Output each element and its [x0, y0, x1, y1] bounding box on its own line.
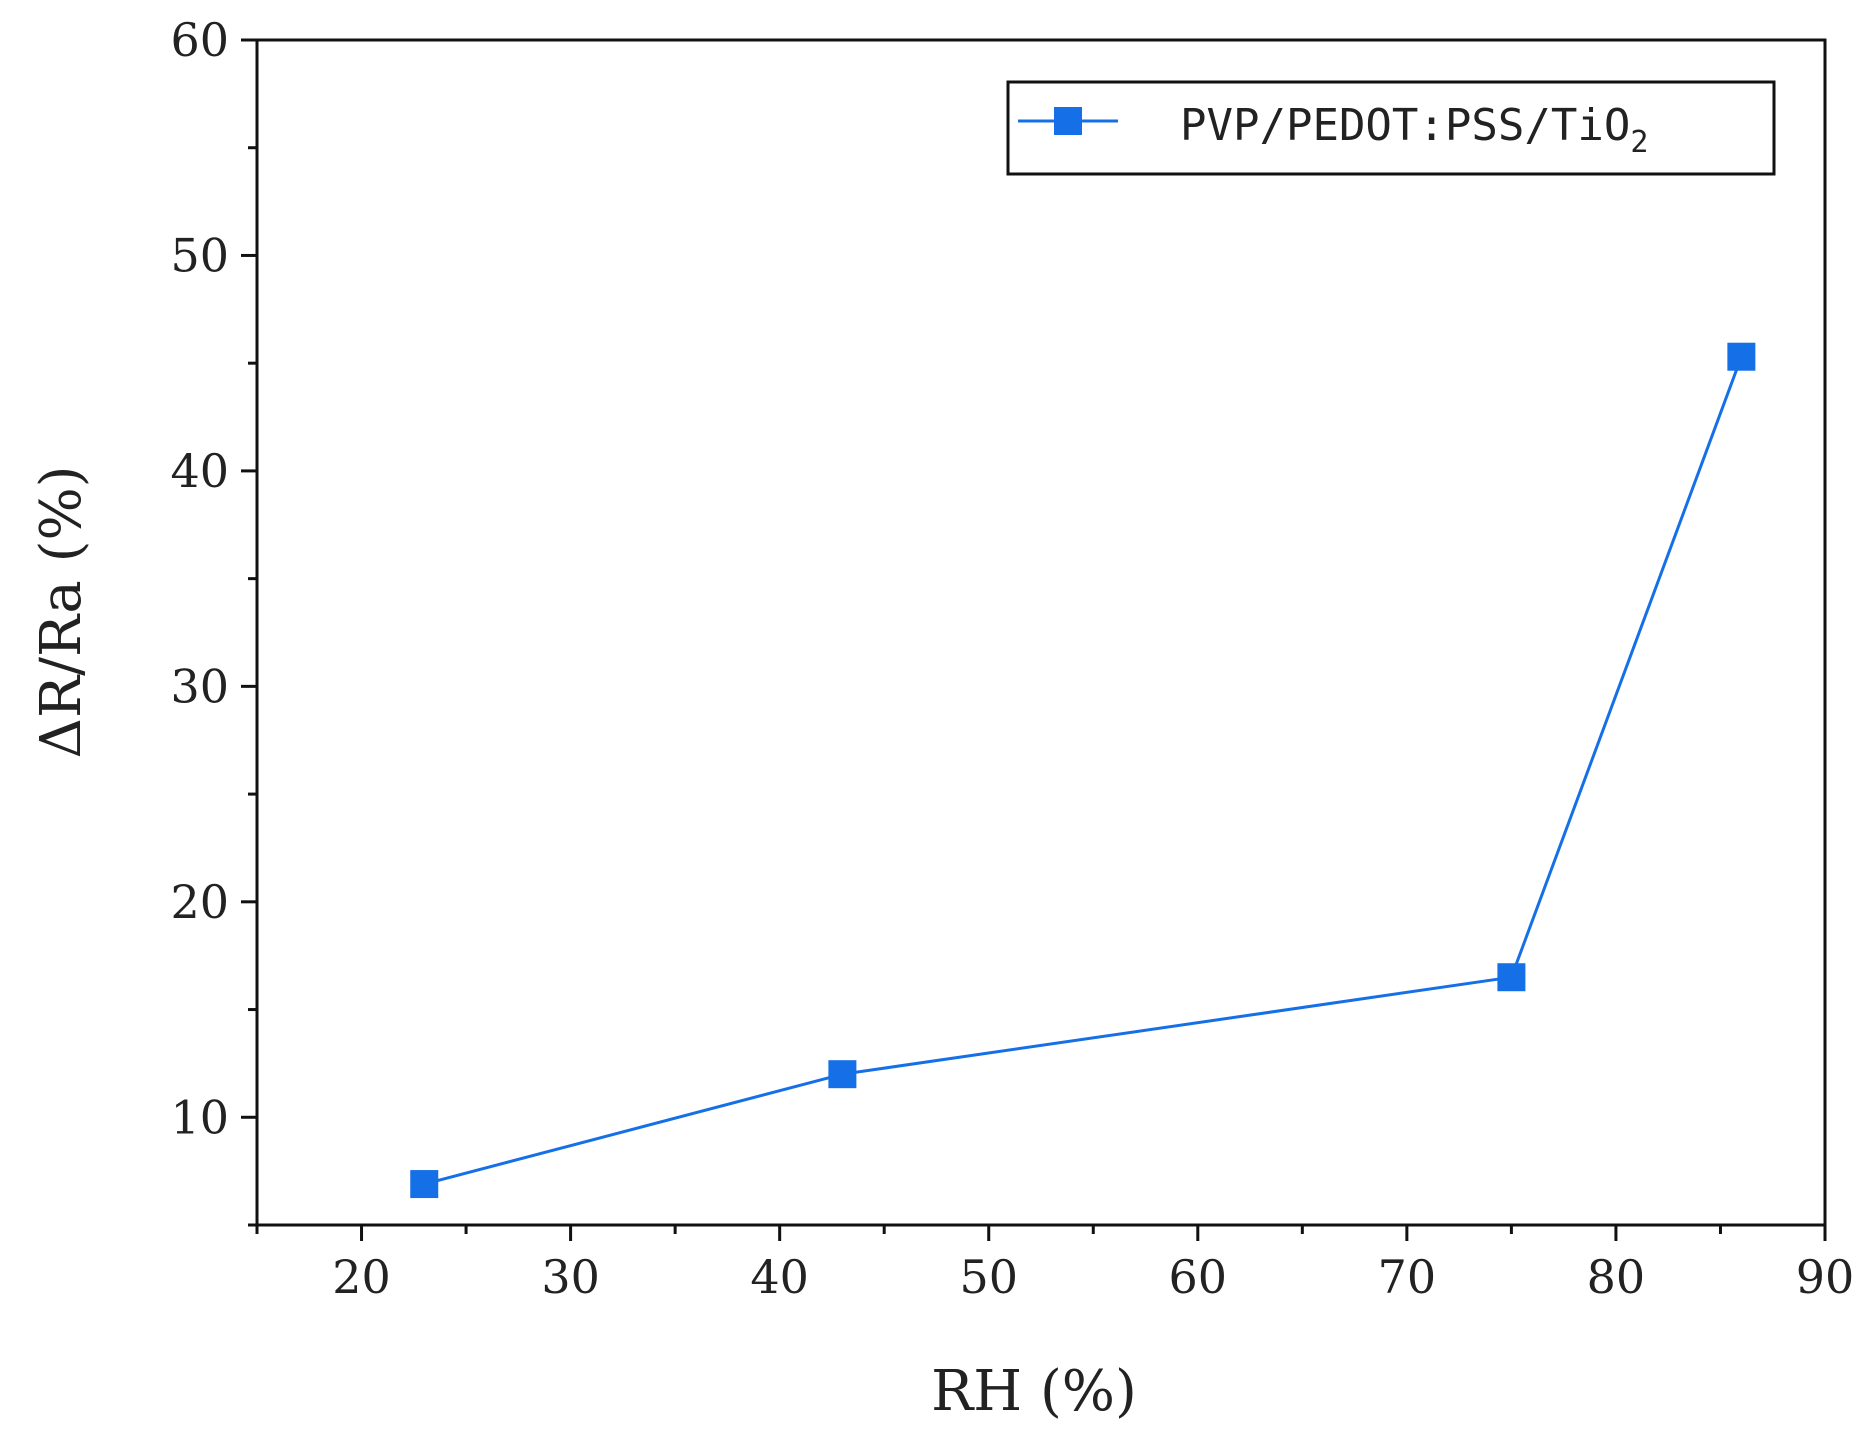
ticks: 20 30 40 50 60 70 80 90 10 20 30 40 50 60: [170, 13, 1854, 1304]
x-tick-label: 30: [541, 1250, 600, 1304]
x-tick-label: 80: [1587, 1250, 1646, 1304]
y-axis-title: ΔR/Ra (%): [29, 465, 94, 758]
x-tick-label: 20: [332, 1250, 391, 1304]
legend-box: [1006, 80, 1776, 176]
y-tick-label: 30: [170, 659, 229, 713]
data-point: [410, 1170, 439, 1199]
y-tick-label: 10: [170, 1090, 229, 1144]
x-tick-label: 50: [959, 1250, 1018, 1304]
data-point: [828, 1060, 857, 1089]
y-tick-label: 40: [170, 444, 229, 498]
legend-label: PVP/PEDOT:PSS/TiO2: [1180, 100, 1648, 160]
plot-frame: [255, 38, 1827, 1227]
x-tick-label: 90: [1796, 1250, 1855, 1304]
x-tick-label: 40: [750, 1250, 809, 1304]
legend-label-subscript: 2: [1630, 125, 1648, 160]
legend: PVP/PEDOT:PSS/TiO2: [1006, 80, 1776, 176]
y-tick-label: 60: [170, 13, 229, 67]
x-axis-title: RH (%): [931, 1359, 1137, 1424]
legend-label-main: PVP/PEDOT:PSS/TiO: [1180, 100, 1630, 151]
x-tick-label: 60: [1169, 1250, 1228, 1304]
x-tick-label: 70: [1378, 1250, 1437, 1304]
legend-marker: [1054, 107, 1082, 135]
y-tick-label: 20: [170, 875, 229, 929]
series-line: [423, 356, 1743, 1186]
y-tick-label: 50: [170, 228, 229, 282]
data-point: [1497, 963, 1526, 992]
axes: [255, 38, 1827, 1227]
data-point: [1727, 342, 1756, 371]
series: [410, 342, 1756, 1199]
